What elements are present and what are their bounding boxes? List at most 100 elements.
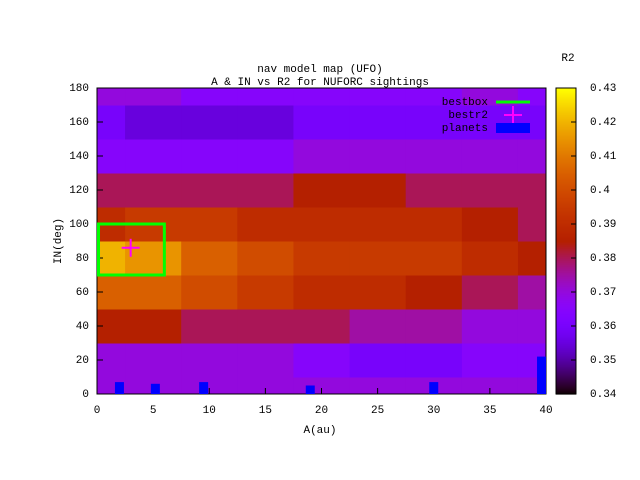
heat-cell — [461, 207, 519, 242]
best-box — [97, 222, 166, 277]
heat-cell — [349, 207, 407, 242]
heat-cell — [237, 377, 294, 394]
colorbar-step — [556, 318, 576, 321]
heat-cell — [405, 241, 463, 276]
colorbar-step — [556, 256, 576, 259]
heat-cell — [125, 275, 182, 310]
colorbar-step — [556, 244, 576, 247]
x-tick-label: 15 — [259, 405, 272, 417]
colorbar-step — [556, 112, 576, 115]
colorbar-step — [556, 276, 576, 279]
heat-cell — [461, 105, 519, 140]
y-tick-label: 140 — [69, 151, 89, 163]
colorbar-step — [556, 278, 576, 281]
colorbar-step — [556, 324, 576, 327]
colorbar-step — [556, 170, 576, 173]
colorbar-step — [556, 306, 576, 309]
heat-cell — [237, 105, 294, 140]
colorbar-step — [556, 116, 576, 119]
heat-cell — [405, 207, 463, 242]
colorbar-step — [556, 148, 576, 151]
colorbar-step — [556, 358, 576, 361]
x-tick-label: 35 — [483, 405, 496, 417]
colorbar-tick-label: 0.37 — [590, 287, 616, 299]
colorbar-step — [556, 234, 576, 237]
planet-bar — [114, 382, 124, 394]
colorbar-step — [556, 352, 576, 355]
colorbar-step — [556, 298, 576, 301]
legend-label: bestr2 — [448, 110, 488, 122]
colorbar-step — [556, 150, 576, 153]
heat-cell — [181, 377, 238, 394]
y-tick-label: 100 — [69, 219, 89, 231]
colorbar-step — [556, 140, 576, 143]
heat-cell — [293, 105, 351, 140]
heat-cell — [461, 241, 519, 276]
colorbar-step — [556, 348, 576, 351]
colorbar-step — [556, 168, 576, 171]
colorbar-step — [556, 118, 576, 121]
y-axis-label: IN(deg) — [53, 218, 65, 264]
heat-cell — [405, 275, 463, 310]
colorbar-step — [556, 344, 576, 347]
legend-label: planets — [442, 123, 488, 135]
colorbar-step — [556, 226, 576, 229]
colorbar-step — [556, 206, 576, 209]
colorbar-step — [556, 194, 576, 197]
colorbar-step — [556, 384, 576, 387]
heat-cell — [181, 207, 238, 242]
colorbar-step — [556, 136, 576, 139]
colorbar-step — [556, 246, 576, 249]
colorbar-step — [556, 376, 576, 379]
heat-cell — [125, 173, 182, 208]
heat-cell — [125, 309, 182, 344]
colorbar-step — [556, 228, 576, 231]
chart-subtitle: A & IN vs R2 for NUFORC sightings — [211, 77, 429, 89]
heat-cell — [293, 139, 351, 174]
colorbar-step — [556, 362, 576, 365]
heat-cell — [349, 139, 407, 174]
colorbar-step — [556, 134, 576, 137]
heat-cell — [349, 88, 407, 106]
colorbar-step — [556, 236, 576, 239]
colorbar-step — [556, 190, 576, 193]
best-r2-marker — [121, 238, 140, 257]
heat-cell — [349, 377, 407, 394]
colorbar-step — [556, 108, 576, 111]
heat-cell — [237, 207, 294, 242]
colorbar-step — [556, 254, 576, 257]
colorbar-step — [556, 178, 576, 181]
heat-cell — [125, 241, 182, 276]
heat-cell — [293, 88, 351, 106]
colorbar-step — [556, 346, 576, 349]
colorbar-step — [556, 96, 576, 99]
colorbar-label: R2 — [561, 53, 574, 65]
colorbar-step — [556, 310, 576, 313]
heat-cell — [181, 105, 238, 140]
colorbar-step — [556, 368, 576, 371]
heat-cell — [405, 173, 463, 208]
colorbar-step — [556, 162, 576, 165]
colorbar-step — [556, 204, 576, 207]
heat-cell — [461, 139, 519, 174]
heat-cell — [517, 309, 546, 344]
heat-cell — [461, 173, 519, 208]
heat-cell — [349, 173, 407, 208]
colorbar-step — [556, 266, 576, 269]
colorbar-tick-label: 0.36 — [590, 321, 616, 333]
colorbar-step — [556, 220, 576, 223]
y-tick-label: 0 — [82, 389, 89, 401]
colorbar-step — [556, 164, 576, 167]
heat-cell — [181, 275, 238, 310]
colorbar-step — [556, 262, 576, 265]
colorbar-step — [556, 372, 576, 375]
colorbar-step — [556, 328, 576, 331]
colorbar-step — [556, 304, 576, 307]
colorbar-step — [556, 100, 576, 103]
heat-cell — [517, 173, 546, 208]
y-tick-label: 60 — [76, 287, 89, 299]
colorbar-step — [556, 196, 576, 199]
legend-swatch — [496, 123, 530, 133]
colorbar-step — [556, 282, 576, 285]
colorbar-step — [556, 214, 576, 217]
